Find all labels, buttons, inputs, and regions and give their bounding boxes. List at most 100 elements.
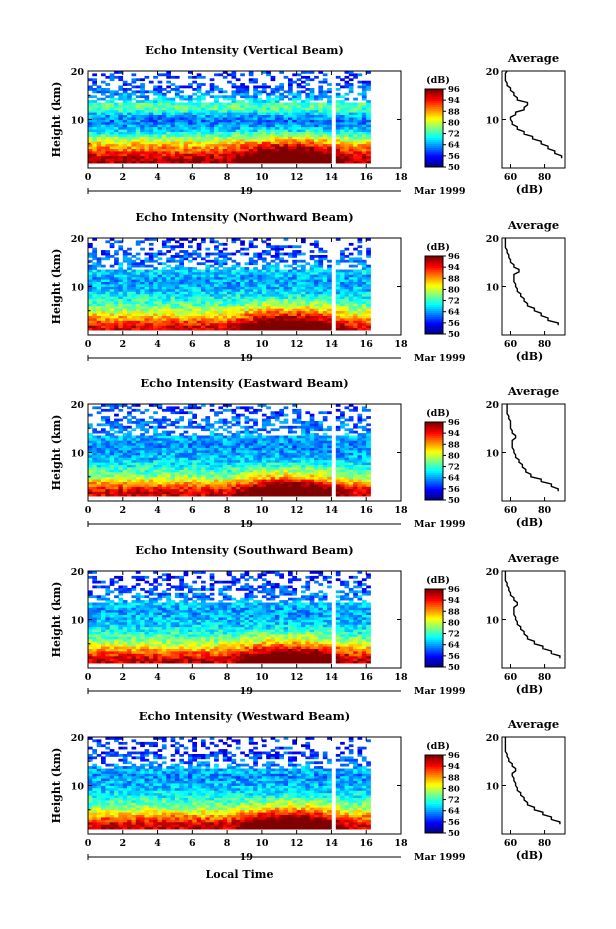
profile-y-tick-label: 20 [486, 67, 500, 78]
profile-x-tick-label: 80 [538, 672, 552, 683]
panel-title: Echo Intensity (Northward Beam) [135, 210, 353, 224]
profile-y-tick-label: 20 [486, 400, 500, 411]
profile-frame [501, 403, 566, 502]
colorbar-tick-label: 50 [448, 330, 460, 340]
profile-y-tick-label: 10 [486, 283, 500, 294]
date-axis: 19 Mar 1999 [87, 186, 466, 197]
colorbar-tick-label: 50 [448, 496, 460, 506]
colorbar-tick-label: 88 [448, 607, 460, 617]
month-label: Mar 1999 [414, 686, 466, 697]
profile-x-tick-label: 80 [538, 838, 552, 849]
x-axis: 0 2 4 6 8 10 12 14 16 18 [85, 571, 408, 683]
x-tick-label: 4 [154, 505, 161, 516]
panel-5: Echo Intensity (Westward Beam) 0 2 4 6 8 10 12 1… [50, 709, 566, 881]
x-tick-label: 8 [224, 172, 231, 183]
x-tick-label: 14 [325, 339, 339, 350]
x-tick-label: 18 [394, 505, 408, 516]
x-tick-label: 14 [325, 672, 339, 683]
x-tick-label: 12 [290, 672, 303, 683]
colorbar-tick-label: 56 [448, 652, 460, 662]
profile-line [504, 571, 561, 659]
colorbar-tick-label: 96 [448, 585, 460, 595]
x-tick-label: 2 [119, 505, 126, 516]
panel-title: Echo Intensity (Vertical Beam) [145, 43, 344, 57]
y-axis-label: Height (km) [50, 249, 63, 325]
x-tick-label: 6 [189, 505, 196, 516]
profile-line [504, 737, 561, 825]
y-axis: 10 20 Height (km) [50, 733, 401, 823]
colorbar-tick-label: 88 [448, 107, 460, 117]
x-axis-label: Local Time [206, 868, 274, 881]
colorbar-tick-label: 72 [448, 463, 460, 473]
date-label: 19 [240, 686, 254, 697]
x-tick-label: 4 [154, 339, 161, 350]
x-tick-label: 4 [154, 672, 161, 683]
profile-frame [501, 736, 566, 835]
colorbar-tick-label: 88 [448, 440, 460, 450]
month-label: Mar 1999 [414, 186, 466, 197]
x-tick-label: 14 [325, 505, 339, 516]
heatmap-cells [88, 238, 371, 331]
x-tick-label: 12 [290, 505, 303, 516]
x-tick-label: 14 [325, 838, 339, 849]
y-axis-label: Height (km) [50, 748, 63, 824]
month-label: Mar 1999 [414, 353, 466, 364]
colorbar-tick-label: 94 [448, 762, 460, 772]
colorbar-tick-label: 96 [448, 751, 460, 761]
profile-x-tick-label: 60 [504, 172, 518, 183]
average-profile: Average 10 20 60 80(dB) [486, 218, 566, 363]
x-tick-label: 4 [154, 172, 161, 183]
profile-y-tick-label: 10 [486, 116, 500, 127]
x-tick-label: 8 [224, 838, 231, 849]
colorbar-tick-label: 72 [448, 796, 460, 806]
y-tick-label: 20 [71, 400, 85, 411]
profile-x-label: (dB) [516, 683, 543, 696]
x-axis: 0 2 4 6 8 10 12 14 16 18 [85, 238, 408, 350]
month-label: Mar 1999 [414, 852, 466, 863]
heatmap-cells [88, 404, 371, 497]
x-tick-label: 6 [189, 339, 196, 350]
profile-x-tick-label: 60 [504, 339, 518, 350]
y-tick-label: 20 [71, 567, 85, 578]
profile-frame [501, 570, 566, 669]
colorbar-tick-label: 64 [448, 641, 460, 651]
colorbar-frame [424, 754, 444, 834]
x-tick-label: 10 [255, 339, 269, 350]
x-tick-label: 12 [290, 339, 303, 350]
x-axis: 0 2 4 6 8 10 12 14 16 18 [85, 737, 408, 849]
colorbar-tick-label: 96 [448, 252, 460, 262]
colorbar-tick-label: 80 [448, 451, 460, 461]
y-axis-label: Height (km) [50, 582, 63, 658]
y-tick-label: 10 [71, 283, 85, 294]
panel-3: Echo Intensity (Eastward Beam) 0 2 4 6 8 10 12 1… [50, 376, 566, 530]
colorbar-label: (dB) [426, 741, 450, 752]
colorbar-tick-label: 64 [448, 807, 460, 817]
profile-line [504, 70, 563, 159]
colorbar-tick-label: 72 [448, 130, 460, 140]
colorbar-tick-label: 94 [448, 96, 460, 106]
profile-title: Average [507, 384, 559, 398]
profile-title: Average [507, 551, 559, 565]
x-tick-label: 10 [255, 505, 269, 516]
average-profile: Average 10 20 60 80(dB) [486, 717, 566, 862]
colorbar-tick-label: 56 [448, 152, 460, 162]
profile-frame [501, 237, 566, 336]
date-label: 19 [240, 353, 254, 364]
y-tick-label: 20 [71, 234, 85, 245]
colorbar-tick-label: 64 [448, 474, 460, 484]
x-tick-label: 0 [85, 505, 92, 516]
colorbar-tick-label: 56 [448, 818, 460, 828]
profile-x-label: (dB) [516, 516, 543, 529]
x-tick-label: 18 [394, 672, 408, 683]
y-tick-label: 10 [71, 116, 85, 127]
x-tick-label: 12 [290, 172, 303, 183]
y-tick-label: 10 [71, 449, 85, 460]
colorbar-tick-label: 96 [448, 85, 460, 95]
x-tick-label: 16 [360, 838, 374, 849]
x-tick-label: 6 [189, 172, 196, 183]
y-axis: 10 20 Height (km) [50, 67, 401, 157]
